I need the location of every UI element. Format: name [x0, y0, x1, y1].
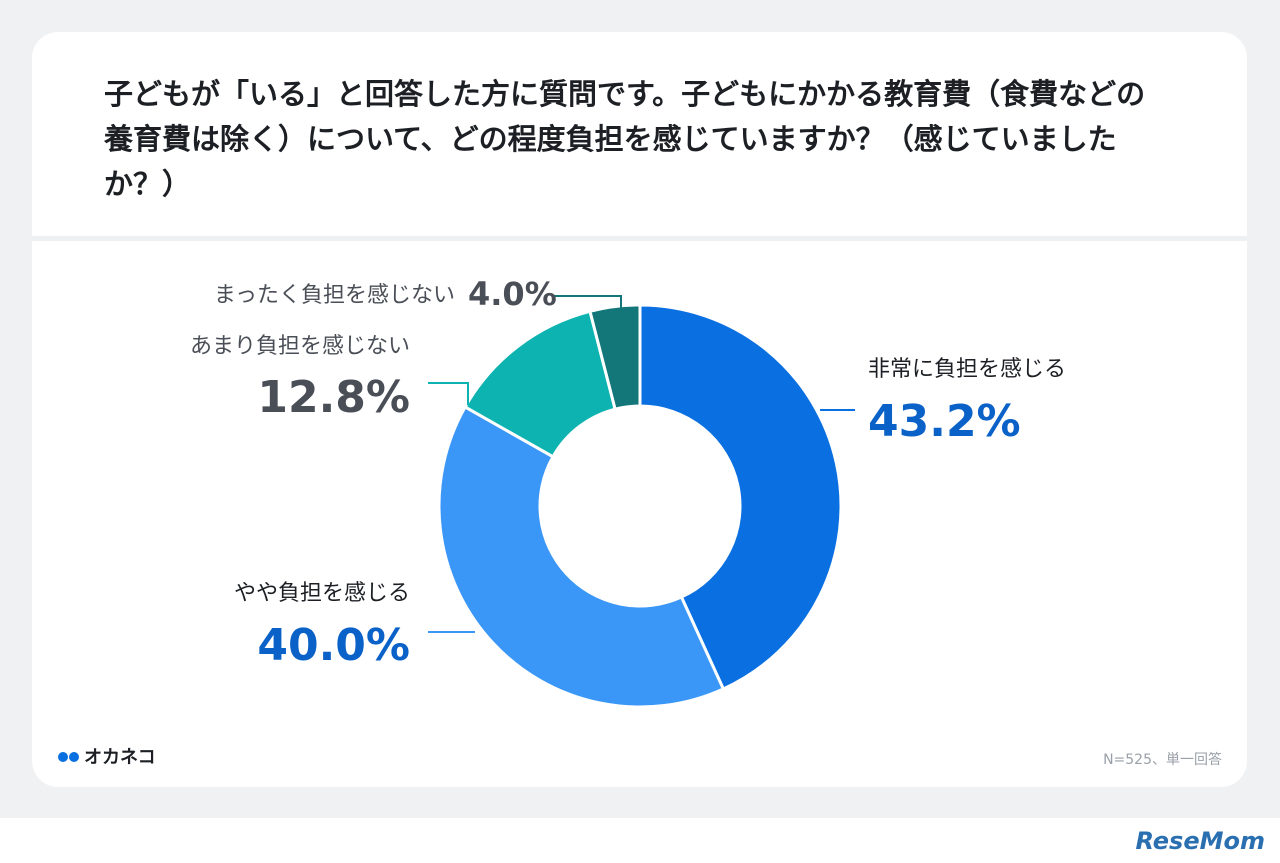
leader-line [552, 295, 622, 310]
note: N=525、単一回答 [1103, 751, 1222, 768]
chart-title: 子どもが「いる」と回答した方に質問です。子どもにかかる教育費（食費などの養育費は… [104, 77, 1146, 201]
category-label: まったく負担を感じない [214, 283, 455, 308]
slice [638, 303, 843, 691]
separator [32, 236, 1247, 241]
value-label: 43.2% [868, 396, 1021, 447]
category-label: あまり負担を感じない [190, 334, 410, 359]
slice [588, 303, 642, 411]
brand-icon [58, 752, 68, 762]
value-label: 12.8% [257, 372, 410, 423]
watermark: ReseMom [1135, 827, 1265, 855]
value-label: 4.0% [468, 275, 557, 313]
value-label: 40.0% [257, 620, 410, 671]
category-label: やや負担を感じる [234, 581, 410, 606]
category-label: 非常に負担を感じる [868, 357, 1066, 382]
slice [437, 404, 726, 709]
footer-band [0, 818, 1280, 863]
brand: オカネコ [84, 747, 156, 768]
leader-line [428, 382, 469, 405]
brand-icon [69, 752, 79, 762]
